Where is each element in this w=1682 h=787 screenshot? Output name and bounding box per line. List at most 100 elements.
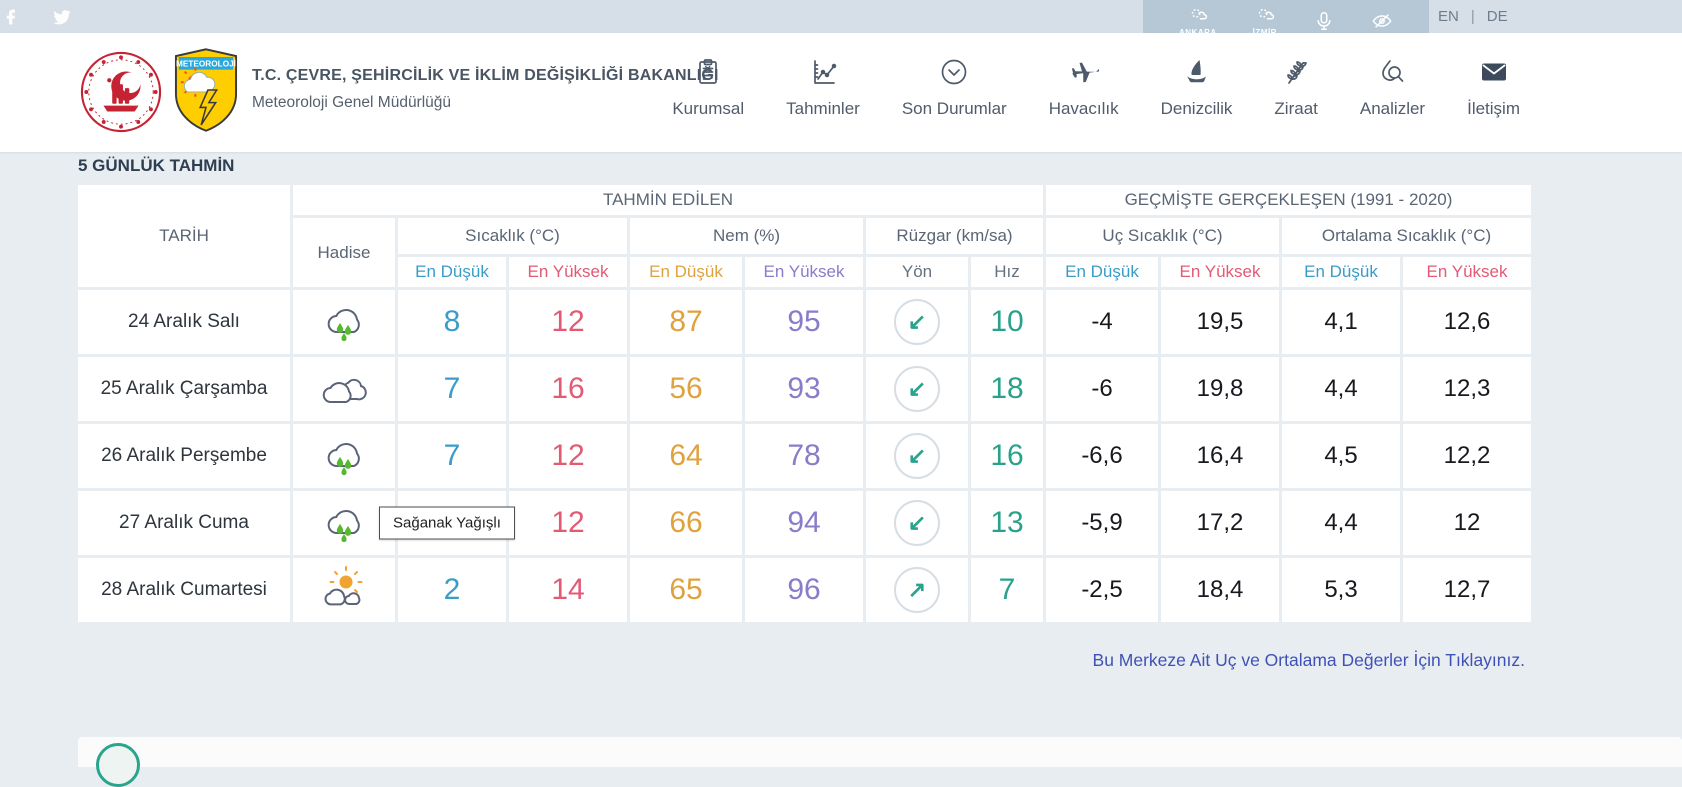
nav-item-son-durumlar[interactable]: Son Durumlar [902,57,1007,119]
nav-label: Son Durumlar [901,99,1007,118]
nav-item-denizcilik[interactable]: Denizcilik [1160,57,1233,119]
extreme-values-link[interactable]: Bu Merkeze Ait Uç ve Ortalama Değerler İ… [1092,650,1525,670]
ministry-seal-logo[interactable] [80,51,162,133]
hum-min: 65 [630,558,742,622]
nav-item-ziraat[interactable]: Ziraat [1274,57,1318,119]
wind-direction-icon: ↙ [894,500,940,546]
row-event-cell: Sağanak Yağışlı [293,491,515,555]
ext-max: 19,8 [1161,357,1279,421]
lang-en[interactable]: EN [1438,8,1459,25]
ext-min: -6,6 [1046,424,1158,488]
microphone-icon[interactable] [1313,10,1335,32]
avg-max: 12 [1403,491,1531,555]
lang-de[interactable]: DE [1486,8,1508,25]
hum-min: 87 [630,290,742,354]
row-date: 24 Aralık Salı [78,290,290,354]
nav-item-havacilik[interactable]: Havacılık [1049,57,1119,119]
nav-label: Denizcilik [1160,99,1233,118]
ext-max: 18,4 [1161,558,1279,622]
ext-max: 17,2 [1161,491,1279,555]
nav-label: Ziraat [1274,99,1318,118]
col-header-average-temp: Ortalama Sıcaklık (°C) [1282,218,1531,254]
city-label: İZMİR [1252,27,1277,37]
ministry-title: T.C. ÇEVRE, ŞEHİRCİLİK VE İKLİM DEĞİŞİKL… [252,67,719,84]
wind-dir-cell: ↙ [866,357,968,421]
avg-max: 12,6 [1403,290,1531,354]
nav-item-analizler[interactable]: Analizler [1360,57,1425,119]
rain-shower-icon[interactable] [319,499,369,543]
row-event-cell [293,290,395,354]
hum-max: 78 [745,424,863,488]
row-date: 27 Aralık Cuma [78,491,290,555]
temp-max: 12 [509,491,627,555]
nav-label: Havacılık [1048,99,1119,118]
sun-cloud-icon[interactable] [319,565,369,610]
nav-label: İletişim [1467,99,1520,118]
izmir-weather-icon [1258,8,1274,19]
col-header-wind: Rüzgar (km/sa) [866,218,1043,254]
city-weather-izmir[interactable]: İZMİR [1253,5,1277,37]
temp-max: 12 [509,424,627,488]
temp-min: 2 [398,558,506,622]
avg-min: 4,1 [1282,290,1400,354]
wind-dir-cell: ↗ [866,558,968,622]
nav-item-kurumsal[interactable]: Kurumsal [672,57,744,119]
avg-max: 12,3 [1403,357,1531,421]
forecast-table: TARİH TAHMİN EDİLEN GEÇMİŞTE GERÇEKLEŞEN… [75,182,1534,625]
temp-max: 14 [509,558,627,622]
organization-title: Meteoroloji Genel Müdürlüğü [252,94,452,111]
temp-min: 8 [398,290,506,354]
rain-shower-icon[interactable] [319,432,369,476]
ext-min: -5,9 [1046,491,1158,555]
city-weather-ankara[interactable]: ANKARA [1179,5,1217,37]
subcol-hum-min: En Düşük [630,257,742,287]
language-switcher: EN | DE [1438,0,1508,33]
bottom-panel [78,737,1682,787]
clipboard-icon [699,59,718,84]
avg-min: 5,3 [1282,558,1400,622]
nav-label: Analizler [1359,99,1426,118]
col-header-humidity: Nem (%) [630,218,863,254]
temp-min: 7 [398,424,506,488]
col-header-event: Hadise [293,218,395,287]
temp-max: 12 [509,290,627,354]
logo-badge-text: METEOROLOJİ [176,59,236,69]
forecast-row: 27 Aralık Cuma Sağanak Yağışlı 12 66 94 … [78,491,1531,555]
wind-direction-icon: ↙ [894,433,940,479]
envelope-icon [1481,63,1506,81]
ext-min: -6 [1046,357,1158,421]
twitter-icon[interactable] [52,7,72,27]
site-header: METEOROLOJİ T.C. ÇEVRE, ŞEHİRCİLİK VE İK… [0,33,1682,152]
subcol-avg-max: En Yüksek [1403,257,1531,287]
nav-item-iletisim[interactable]: İletişim [1467,57,1520,119]
ext-max: 19,5 [1161,290,1279,354]
clock-chevron-icon [941,59,967,85]
subcol-ext-max: En Yüksek [1161,257,1279,287]
city-label: ANKARA [1179,27,1217,37]
wheat-icon [1287,61,1308,84]
drop-magnifier-icon [1382,60,1404,82]
plane-icon [1071,62,1099,83]
row-date: 25 Aralık Çarşamba [78,357,290,421]
avg-max: 12,7 [1403,558,1531,622]
hum-max: 94 [745,491,863,555]
accessibility-eye-icon[interactable] [1371,10,1393,32]
rain-shower-icon[interactable] [319,298,369,342]
sailboat-icon [1186,60,1206,83]
group-header-predicted: TAHMİN EDİLEN [293,185,1043,215]
temp-max: 16 [509,357,627,421]
ext-max: 16,4 [1161,424,1279,488]
meteoroloji-shield-logo[interactable]: METEOROLOJİ [174,47,238,133]
subcol-wind-speed: Hız [971,257,1043,287]
wind-speed: 18 [971,357,1043,421]
nav-item-tahminler[interactable]: Tahminler [786,57,860,119]
facebook-icon[interactable] [0,7,20,27]
social-links [0,0,72,33]
cloudy-icon[interactable] [319,365,369,409]
header-titles: T.C. ÇEVRE, ŞEHİRCİLİK VE İKLİM DEĞİŞİKL… [252,67,719,112]
clock-icon [96,743,140,787]
forecast-row: 26 Aralık Perşembe 7 12 64 78 ↙ 16 -6,6 … [78,424,1531,488]
subcol-wind-dir: Yön [866,257,968,287]
subcol-hum-max: En Yüksek [745,257,863,287]
wind-speed: 10 [971,290,1043,354]
